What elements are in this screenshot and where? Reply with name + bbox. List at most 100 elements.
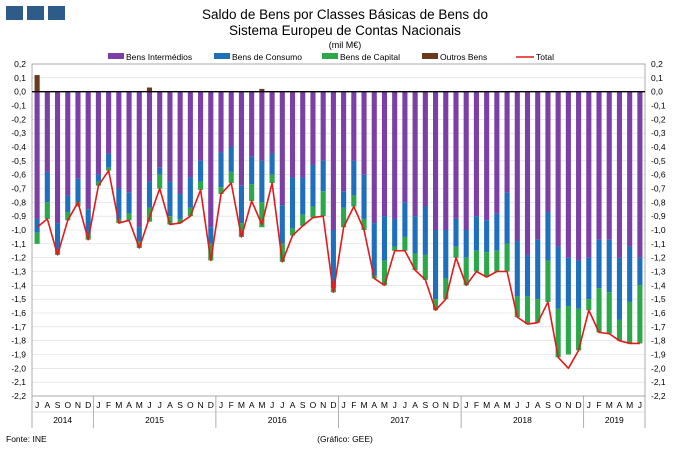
bar-bens-de-capital <box>555 308 561 358</box>
bar-bens-interm-dios <box>320 91 326 161</box>
bar-bens-de-consumo <box>596 239 602 289</box>
bar-bens-de-consumo <box>371 223 377 276</box>
x-tick-label: J <box>158 400 162 410</box>
y-tick-label-right: -0,8 <box>651 197 666 207</box>
bar-bens-de-consumo <box>259 160 265 203</box>
bar-bens-de-consumo <box>249 156 255 185</box>
bar-bens-de-consumo <box>627 246 633 302</box>
bar-bens-de-capital <box>535 299 541 323</box>
x-tick-label: O <box>555 400 562 410</box>
y-tick-label-right: -2,1 <box>651 377 666 387</box>
y-tick-label-left: -1,8 <box>11 336 26 346</box>
y-tick-label-right: -0,4 <box>651 142 666 152</box>
bar-bens-de-consumo <box>565 257 571 307</box>
x-tick-label: N <box>565 400 571 410</box>
y-tick-label-right: -0,7 <box>651 184 666 194</box>
bar-bens-interm-dios <box>177 91 183 195</box>
y-tick-label-right: -0,9 <box>651 211 666 221</box>
logo-block <box>6 6 23 20</box>
bar-bens-de-consumo <box>157 167 163 175</box>
bar-bens-interm-dios <box>463 91 469 231</box>
bar-bens-interm-dios <box>310 91 316 165</box>
bar-bens-de-capital <box>453 246 459 258</box>
bar-bens-interm-dios <box>473 91 479 217</box>
bar-bens-de-capital <box>443 278 449 300</box>
bar-bens-de-capital <box>484 252 490 278</box>
bar-bens-interm-dios <box>484 91 490 221</box>
legend-swatch-bens-de-capital <box>322 53 338 59</box>
y-tick-label-left: -0,1 <box>11 101 26 111</box>
bar-bens-de-consumo <box>330 230 336 289</box>
bar-bens-de-capital <box>126 213 132 221</box>
bar-bens-de-consumo <box>187 177 193 208</box>
bar-bens-de-capital <box>208 243 214 261</box>
bar-bens-interm-dios <box>606 91 612 240</box>
bar-bens-de-capital <box>616 319 623 341</box>
bar-bens-de-consumo <box>453 218 459 247</box>
x-tick-label: F <box>474 400 479 410</box>
bar-bens-interm-dios <box>289 91 296 178</box>
bar-outros-bens <box>34 75 40 92</box>
bar-bens-de-capital <box>157 174 163 189</box>
y-tick-label-right: -1,4 <box>651 280 666 290</box>
bar-bens-interm-dios <box>157 91 163 168</box>
total-line <box>36 169 640 370</box>
bar-bens-de-consumo <box>116 188 122 219</box>
bar-bens-de-consumo <box>177 194 183 219</box>
bar-bens-interm-dios <box>576 91 582 261</box>
bar-bens-de-consumo <box>300 177 306 215</box>
bar-bens-de-consumo <box>412 216 418 254</box>
y-tick-label-right: -0,1 <box>651 101 666 111</box>
y-tick-label-right: -0,6 <box>651 170 666 180</box>
bar-bens-interm-dios <box>545 91 551 213</box>
y-tick-label-right: 0,2 <box>651 59 663 69</box>
y-tick-label-left: -1,6 <box>11 308 26 318</box>
bar-bens-interm-dios <box>616 91 623 258</box>
bar-bens-de-capital <box>576 308 582 351</box>
x-tick-label: M <box>115 400 122 410</box>
y-tick-label-left: -1,3 <box>11 267 26 277</box>
y-tick-label-left: -0,6 <box>11 170 26 180</box>
bar-bens-de-capital <box>422 254 428 280</box>
bar-bens-interm-dios <box>586 91 592 258</box>
bar-bens-interm-dios <box>34 91 40 219</box>
bar-bens-de-capital <box>177 218 183 224</box>
legend-label: Bens de Capital <box>340 52 400 62</box>
bar-bens-de-capital <box>524 296 531 325</box>
bar-bens-interm-dios <box>341 91 347 192</box>
chart-subtitle: (mil M€) <box>329 40 362 50</box>
bar-bens-de-consumo <box>392 218 398 247</box>
bar-bens-de-capital <box>402 236 408 251</box>
x-tick-label: J <box>35 400 39 410</box>
bar-bens-de-consumo <box>75 178 81 203</box>
year-label: 2019 <box>605 415 624 425</box>
x-tick-label: A <box>44 400 50 410</box>
x-tick-label: J <box>464 400 468 410</box>
bar-bens-interm-dios <box>565 91 571 258</box>
bar-bens-de-consumo <box>361 174 367 219</box>
bar-bens-de-consumo <box>228 147 234 172</box>
y-tick-label-right: -1,6 <box>651 308 666 318</box>
bar-bens-de-capital <box>198 181 204 190</box>
bar-bens-de-capital <box>218 187 224 195</box>
x-tick-label: D <box>85 400 91 410</box>
legend-label: Total <box>536 52 554 62</box>
bar-bens-de-consumo <box>218 152 224 188</box>
bar-bens-de-consumo <box>208 227 214 244</box>
y-tick-label-right: -0,2 <box>651 114 666 124</box>
bar-bens-de-capital <box>136 241 142 248</box>
y-tick-label-right: -1,0 <box>651 225 666 235</box>
bar-bens-de-consumo <box>616 257 623 320</box>
bar-bens-de-consumo <box>289 177 296 229</box>
bar-bens-de-capital <box>106 167 112 171</box>
bar-bens-interm-dios <box>555 91 561 247</box>
y-tick-label-right: -1,8 <box>651 336 666 346</box>
bar-bens-interm-dios <box>208 91 214 228</box>
x-tick-label: J <box>280 400 284 410</box>
x-tick-label: M <box>258 400 265 410</box>
bar-bens-de-consumo <box>555 246 561 309</box>
x-tick-label: J <box>270 400 274 410</box>
x-tick-label: J <box>403 400 407 410</box>
x-tick-label: A <box>290 400 296 410</box>
year-label: 2014 <box>53 415 72 425</box>
